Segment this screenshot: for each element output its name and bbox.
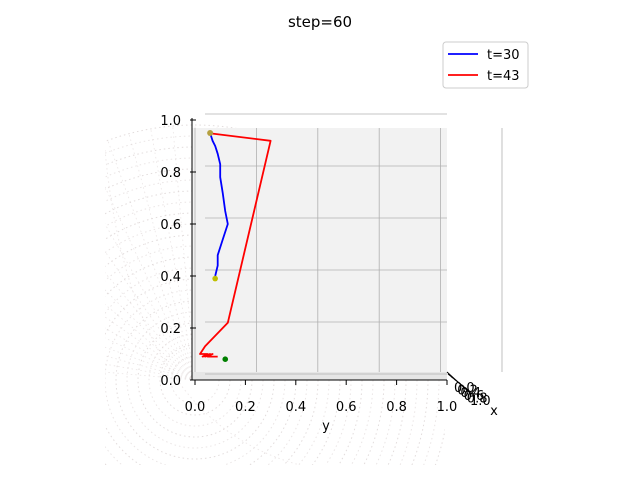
series-end-marker: [212, 275, 218, 282]
y-tick-label: 0.2: [235, 400, 256, 415]
x-tick-label: 0.8: [467, 391, 488, 406]
z-tick-label: 0.2: [160, 322, 181, 337]
sphere-meridian: [105, 272, 196, 381]
chart-title: step=60: [288, 13, 352, 31]
sphere-meridian: [107, 140, 196, 381]
sphere-meridian: [105, 303, 196, 381]
series-line-t43: [199, 132, 272, 358]
z-tick-label: 0.8: [160, 166, 181, 181]
x-axis-label: x: [490, 404, 498, 419]
sphere-meridian: [172, 125, 196, 381]
y-tick-label: 0.6: [336, 400, 357, 415]
sphere-meridian: [105, 316, 196, 381]
grid-lines: [194, 113, 503, 375]
z-tick-label: 0.0: [160, 374, 181, 389]
x-tick-label: 1.0: [470, 394, 491, 409]
x-tick-label: 0.6: [464, 389, 485, 404]
sphere-meridian: [105, 186, 196, 381]
series-end-marker: [222, 356, 229, 363]
series-line-t30: [209, 132, 229, 277]
series-lines: [199, 130, 272, 363]
x-tick-label: 0.4: [460, 386, 481, 401]
y-tick-label: 0.4: [285, 400, 306, 415]
z-tick-label: 0.6: [160, 218, 181, 233]
sphere-meridian: [105, 223, 196, 381]
y-tick-label: 0.0: [185, 400, 206, 415]
series-start-marker: [207, 130, 214, 136]
legend-label-t43: t=43: [487, 69, 520, 84]
legend: t=30 t=43: [442, 41, 529, 89]
legend-label-t30: t=30: [487, 48, 520, 63]
sphere-meridian: [150, 128, 196, 381]
x-tick-label: 0.2: [457, 384, 478, 399]
y-axis-ticks: 0.0 0.2 0.4 0.6 0.8 1.0: [185, 380, 458, 415]
y-tick-label: 0.8: [386, 400, 407, 415]
y-tick-label: 1.0: [437, 400, 458, 415]
x-axis-ticks: 0.00.20.40.60.81.0: [447, 373, 491, 409]
z-tick-label: 1.0: [160, 114, 181, 129]
z-tick-label: 0.4: [160, 270, 181, 285]
x-tick-mark: [463, 386, 470, 392]
z-axis-ticks: 0.0 0.2 0.4 0.6 0.8 1.0: [160, 114, 196, 389]
sphere-meridian: [128, 133, 196, 381]
x-tick-label: 0.0: [454, 381, 475, 396]
sphere-meridian: [105, 250, 196, 381]
y-axis-label: y: [322, 419, 330, 434]
